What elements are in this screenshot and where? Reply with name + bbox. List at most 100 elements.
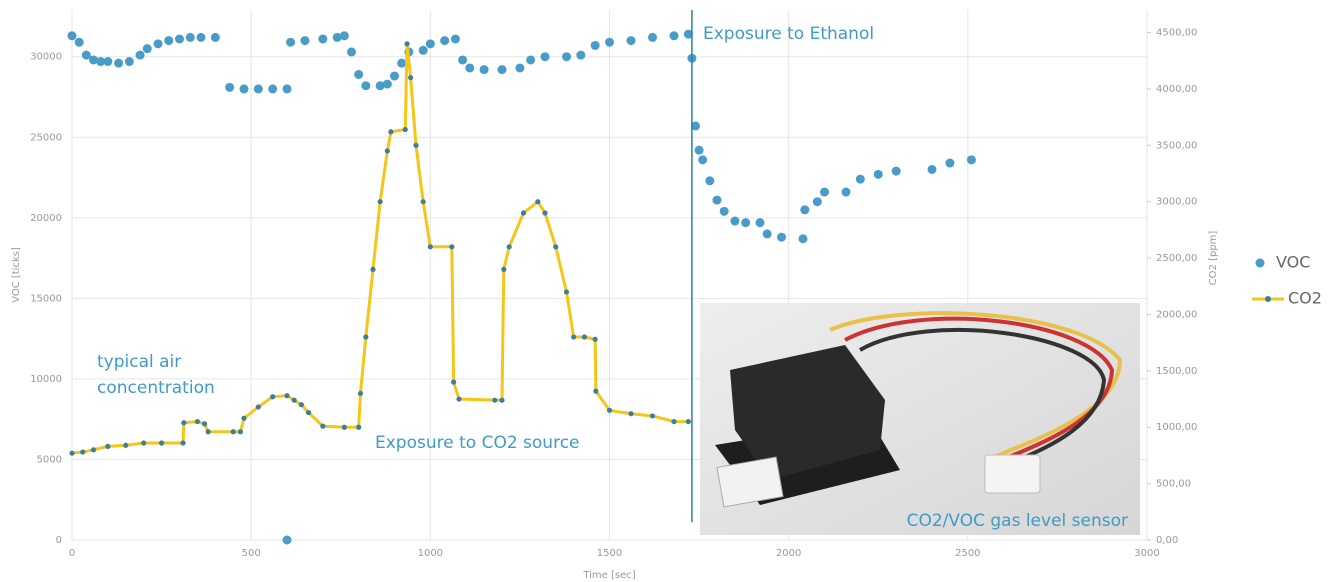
co2-point bbox=[181, 420, 186, 425]
co2-point bbox=[428, 244, 433, 249]
voc-point bbox=[383, 80, 392, 89]
voc-point bbox=[892, 167, 901, 176]
voc-point bbox=[695, 146, 704, 155]
co2-point bbox=[650, 413, 655, 418]
inset-caption: CO2/VOC gas level sensor bbox=[907, 511, 1128, 531]
co2-point bbox=[521, 210, 526, 215]
voc-point bbox=[75, 38, 84, 47]
sensor-photo: CO2/VOC gas level sensor bbox=[700, 303, 1140, 535]
co2-point bbox=[408, 75, 413, 80]
co2-point bbox=[449, 244, 454, 249]
y2-tick-label: 3500,00 bbox=[1156, 140, 1197, 151]
y-tick-label: 25000 bbox=[30, 132, 62, 143]
voc-point bbox=[125, 57, 134, 66]
voc-point bbox=[480, 65, 489, 74]
voc-point bbox=[591, 41, 600, 50]
voc-point bbox=[240, 84, 249, 93]
voc-point bbox=[777, 233, 786, 242]
voc-point bbox=[283, 536, 292, 545]
voc-point bbox=[114, 59, 123, 68]
voc-point bbox=[347, 47, 356, 56]
chart: 0500100015002000250030000500010000150002… bbox=[0, 0, 1330, 582]
voc-point bbox=[300, 36, 309, 45]
co2-point bbox=[356, 425, 361, 430]
co2-point bbox=[413, 143, 418, 148]
voc-point bbox=[186, 33, 195, 42]
co2-point bbox=[358, 391, 363, 396]
annotation: Exposure to Ethanol bbox=[703, 24, 874, 44]
legend-label: CO2 bbox=[1288, 289, 1322, 308]
x-tick-label: 0 bbox=[69, 548, 75, 559]
y2-tick-label: 500,00 bbox=[1156, 479, 1191, 490]
voc-point bbox=[541, 52, 550, 61]
co2-point bbox=[306, 410, 311, 415]
voc-point bbox=[225, 83, 234, 92]
legend-label: VOC bbox=[1276, 253, 1310, 272]
co2-point bbox=[499, 398, 504, 403]
x-tick-label: 1500 bbox=[597, 548, 622, 559]
x-axis-title: Time [sec] bbox=[582, 570, 635, 581]
voc-point bbox=[730, 217, 739, 226]
voc-point bbox=[713, 196, 722, 205]
co2-point bbox=[378, 199, 383, 204]
voc-point bbox=[103, 57, 112, 66]
voc-point bbox=[397, 59, 406, 68]
co2-point bbox=[195, 419, 200, 424]
co2-point bbox=[593, 389, 598, 394]
voc-point bbox=[268, 84, 277, 93]
co2-point bbox=[202, 421, 207, 426]
voc-point bbox=[842, 188, 851, 197]
voc-point bbox=[143, 44, 152, 53]
voc-point bbox=[967, 155, 976, 164]
voc-point bbox=[286, 38, 295, 47]
x-tick-label: 3000 bbox=[1134, 548, 1159, 559]
voc-point bbox=[340, 31, 349, 40]
x-tick-label: 2500 bbox=[955, 548, 980, 559]
voc-point bbox=[705, 176, 714, 185]
voc-point bbox=[361, 81, 370, 90]
co2-point bbox=[571, 334, 576, 339]
voc-point bbox=[670, 31, 679, 40]
voc-point bbox=[154, 39, 163, 48]
voc-point bbox=[813, 197, 822, 206]
co2-point bbox=[256, 404, 261, 409]
voc-point bbox=[800, 205, 809, 214]
voc-point bbox=[799, 234, 808, 243]
x-tick-label: 500 bbox=[242, 548, 261, 559]
voc-point bbox=[419, 46, 428, 55]
co2-point bbox=[388, 129, 393, 134]
co2-point bbox=[270, 394, 275, 399]
co2-point bbox=[564, 289, 569, 294]
co2-point bbox=[342, 425, 347, 430]
co2-point bbox=[206, 429, 211, 434]
y-tick-label: 15000 bbox=[30, 293, 62, 304]
voc-point bbox=[440, 36, 449, 45]
voc-point bbox=[741, 218, 750, 227]
y2-tick-label: 2500,00 bbox=[1156, 253, 1197, 264]
co2-point bbox=[241, 416, 246, 421]
co2-point bbox=[451, 380, 456, 385]
voc-point bbox=[928, 165, 937, 174]
x-tick-label: 2000 bbox=[776, 548, 801, 559]
annotation: concentration bbox=[97, 378, 215, 398]
y2-tick-label: 2000,00 bbox=[1156, 309, 1197, 320]
co2-point bbox=[284, 393, 289, 398]
y-tick-label: 0 bbox=[56, 535, 62, 546]
co2-point bbox=[320, 424, 325, 429]
co2-point bbox=[299, 402, 304, 407]
voc-point bbox=[175, 34, 184, 43]
voc-point bbox=[390, 72, 399, 81]
y2-tick-label: 1500,00 bbox=[1156, 366, 1197, 377]
voc-point bbox=[197, 33, 206, 42]
voc-point bbox=[318, 34, 327, 43]
co2-point bbox=[91, 447, 96, 452]
y2-tick-label: 1000,00 bbox=[1156, 422, 1197, 433]
voc-point bbox=[465, 63, 474, 72]
voc-point bbox=[426, 39, 435, 48]
voc-point bbox=[136, 51, 145, 60]
co2-point bbox=[238, 429, 243, 434]
y-tick-label: 10000 bbox=[30, 374, 62, 385]
voc-point bbox=[515, 63, 524, 72]
co2-point bbox=[385, 148, 390, 153]
y-tick-label: 20000 bbox=[30, 213, 62, 224]
